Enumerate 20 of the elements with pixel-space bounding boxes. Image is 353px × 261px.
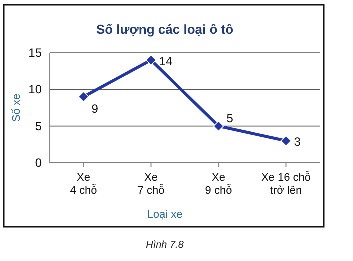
- y-axis-title: Số xe: [11, 94, 23, 122]
- point: [280, 136, 292, 146]
- y-tick-label: 15: [28, 46, 42, 60]
- y-tick-label: 0: [35, 156, 42, 170]
- x-tick-label: Xe 7 chỗ: [138, 172, 165, 197]
- text: Hình 7.8: [146, 240, 184, 251]
- data-label: 3: [294, 135, 302, 149]
- point: [78, 92, 90, 102]
- data-label: 9: [92, 102, 99, 116]
- point: [146, 54, 157, 66]
- x-tick-label: Xe 4 chỗ: [70, 172, 98, 197]
- x-tick-label: Xe 16 chỗ trở lên: [261, 171, 312, 197]
- data-label: 5: [226, 111, 234, 126]
- chart-title: Số lượng các loại ô tô: [96, 22, 234, 37]
- x-axis-title: Loại xe: [147, 209, 183, 221]
- point: [213, 120, 224, 132]
- y-tick-label: 10: [28, 82, 42, 97]
- x-tick-label: Xe 9 chỗ: [205, 172, 232, 197]
- y-tick-label: 5: [35, 119, 42, 134]
- data-label: 14: [159, 54, 173, 68]
